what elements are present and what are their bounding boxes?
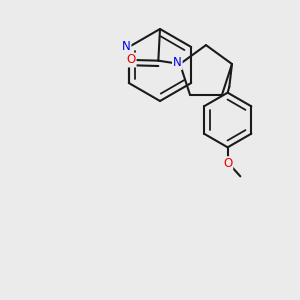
Text: O: O (126, 53, 136, 67)
Text: N: N (122, 40, 130, 53)
Text: N: N (173, 56, 182, 69)
Text: O: O (223, 157, 232, 170)
